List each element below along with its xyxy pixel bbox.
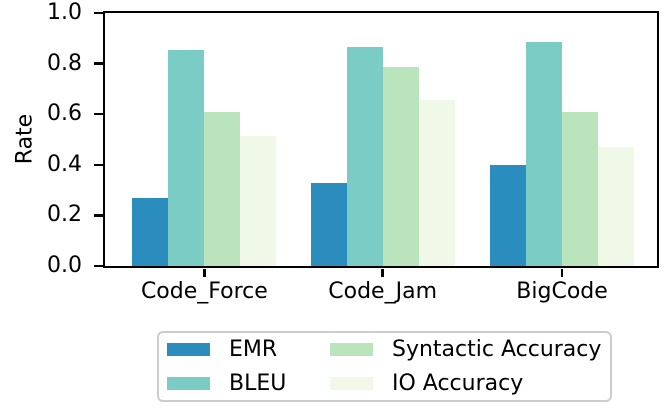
y-tick-mark bbox=[93, 214, 103, 217]
legend-label: BLEU bbox=[229, 371, 287, 396]
bar-emr-bigcode bbox=[490, 164, 527, 266]
legend-swatch-icon bbox=[167, 343, 210, 356]
bar-emr-code-jam bbox=[310, 182, 347, 266]
y-tick-label: 0.0 bbox=[47, 253, 82, 278]
y-tick-mark bbox=[93, 62, 103, 65]
legend-item-io-accuracy: IO Accuracy bbox=[330, 370, 601, 397]
x-tick-label-code-force: Code_Force bbox=[140, 279, 268, 304]
bar-bleu-code-force bbox=[168, 49, 205, 266]
legend-swatch-icon bbox=[330, 343, 373, 356]
bar-bleu-bigcode bbox=[526, 42, 563, 266]
y-tick-mark bbox=[93, 112, 103, 116]
legend-item-bleu: BLEU bbox=[167, 370, 330, 397]
y-tick-label: 0.8 bbox=[47, 50, 82, 76]
legend: EMR BLEU Syntactic Accuracy IO Accuracy bbox=[157, 331, 612, 402]
bar-syntactic-accuracy-code-force bbox=[204, 111, 241, 266]
legend-label: Syntactic Accuracy bbox=[392, 337, 602, 362]
x-tick-label-code-jam: Code_Jam bbox=[328, 279, 438, 304]
legend-swatch-icon bbox=[167, 377, 210, 390]
y-tick-label: 0.2 bbox=[47, 202, 82, 228]
legend-item-emr: EMR bbox=[167, 336, 330, 363]
bar-io-accuracy-bigcode bbox=[598, 147, 635, 266]
y-tick-label: 0.4 bbox=[47, 151, 82, 177]
legend-label: IO Accuracy bbox=[392, 371, 524, 396]
y-tick-mark bbox=[93, 163, 103, 167]
y-tick-label: 0.6 bbox=[47, 101, 82, 127]
bar-bleu-code-jam bbox=[346, 47, 383, 266]
x-tick-mark bbox=[381, 268, 384, 277]
legend-label: EMR bbox=[229, 337, 278, 362]
bar-io-accuracy-code-force bbox=[240, 135, 277, 266]
legend-column: Syntactic Accuracy IO Accuracy bbox=[330, 336, 601, 397]
legend-column: EMR BLEU bbox=[167, 336, 330, 397]
y-tick-mark bbox=[93, 11, 103, 15]
legend-swatch-icon bbox=[330, 377, 373, 390]
bar-emr-code-force bbox=[132, 197, 169, 266]
x-tick-label-bigcode: BigCode bbox=[516, 279, 608, 304]
x-tick-mark bbox=[560, 268, 564, 277]
bar-syntactic-accuracy-code-jam bbox=[382, 67, 419, 266]
y-axis-label: Rate bbox=[12, 113, 38, 165]
x-tick-mark bbox=[203, 268, 206, 277]
legend-item-syntactic-accuracy: Syntactic Accuracy bbox=[330, 336, 601, 363]
y-tick-label: 1.0 bbox=[47, 0, 82, 25]
bar-io-accuracy-code-jam bbox=[418, 100, 455, 266]
bar-syntactic-accuracy-bigcode bbox=[562, 111, 599, 266]
y-tick-mark bbox=[93, 264, 103, 268]
